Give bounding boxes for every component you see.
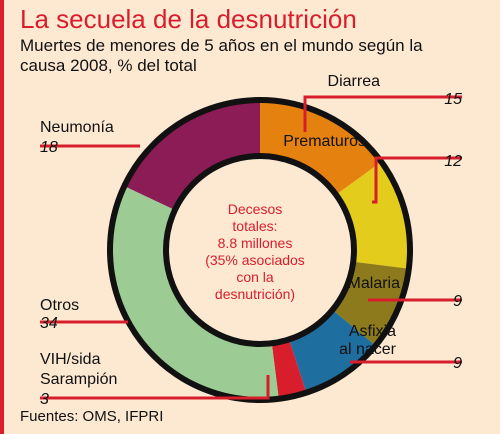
value-vih-sida-sarampion: 3 bbox=[40, 391, 49, 408]
slice-otros bbox=[109, 186, 279, 400]
center-text-line: Decesos bbox=[228, 201, 282, 217]
value-diarrea: 15 bbox=[444, 91, 462, 108]
outer-ring bbox=[107, 97, 413, 403]
center-text-line: (35% asociados bbox=[205, 252, 305, 268]
slice-diarrea bbox=[260, 100, 382, 195]
center-text-line: totales: bbox=[232, 218, 277, 234]
chart-title: La secuela de la desnutrición bbox=[20, 4, 357, 34]
source-note: Fuentes: OMS, IFPRI bbox=[20, 408, 164, 425]
leader-lines bbox=[40, 95, 462, 400]
label-vih-sida-sarampion: Sarampión bbox=[40, 371, 117, 388]
leader-diarrea bbox=[303, 95, 462, 132]
leader-vih-sida-sarampion bbox=[40, 375, 270, 400]
label-malaria: Malaria bbox=[348, 275, 401, 292]
value-malaria: 9 bbox=[453, 293, 462, 310]
center-text-line: desnutrición) bbox=[215, 286, 295, 302]
label-asfixia-al-nacer: Asfixia bbox=[349, 323, 396, 340]
slice-neumonia bbox=[124, 100, 260, 210]
label-otros: Otros bbox=[40, 297, 79, 314]
center-text-line: con la bbox=[236, 269, 274, 285]
value-asfixia-al-nacer: 9 bbox=[453, 355, 462, 372]
label-asfixia-al-nacer: al nacer bbox=[339, 341, 397, 358]
label-vih-sida-sarampion: VIH/sida bbox=[40, 351, 101, 368]
label-diarrea: Diarrea bbox=[328, 73, 381, 90]
value-otros: 34 bbox=[40, 315, 58, 332]
inner-hole bbox=[163, 153, 357, 347]
leader-prematuros bbox=[372, 156, 462, 204]
slice-vih-sida-sarampion bbox=[271, 339, 307, 399]
label-neumonia: Neumonía bbox=[40, 119, 114, 136]
donut-slices bbox=[107, 97, 413, 403]
value-neumonia: 18 bbox=[40, 139, 58, 156]
center-text-line: 8.8 millones bbox=[218, 235, 293, 251]
label-prematuros: Prematuros bbox=[283, 133, 366, 150]
value-prematuros: 12 bbox=[444, 153, 462, 170]
chart-subtitle: Muertes de menores de 5 años en el mundo… bbox=[20, 36, 423, 75]
